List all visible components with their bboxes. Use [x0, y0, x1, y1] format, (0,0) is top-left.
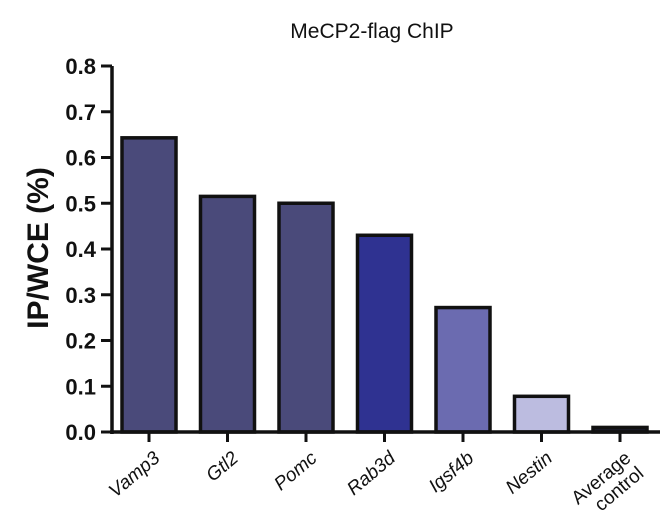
bar [512, 394, 571, 434]
y-tick-label: 0.6 [65, 146, 96, 171]
x-tick-label-line: Rab3d [343, 447, 400, 500]
y-tick-label: 0.4 [65, 237, 96, 262]
x-tick-label-line: Vamp3 [105, 447, 164, 502]
bar [355, 233, 414, 434]
y-tick-label: 0.8 [65, 54, 96, 79]
x-tick-label: Igsf4b [425, 448, 478, 497]
bar [277, 201, 335, 434]
x-tick-label: Vamp3 [105, 447, 164, 502]
chart-title: MeCP2-flag ChIP [290, 20, 453, 43]
bar [434, 305, 492, 434]
x-tick-label-line: Gtl2 [203, 447, 244, 486]
x-tick-label-line: Nestin [502, 448, 557, 499]
x-tick-label-line: Pomc [271, 447, 322, 495]
x-tick-label: Rab3d [343, 447, 400, 500]
x-tick-label-line: Igsf4b [425, 448, 478, 497]
x-axis-ticks: Vamp3 Gtl2 Pomc Rab3d Igsf4b Nestin Averagecon… [105, 432, 648, 525]
y-axis-ticks: 0.0 0.1 0.2 0.3 0.4 0.5 0.6 0.7 0.8 [65, 54, 112, 445]
y-tick-label: 0.1 [65, 374, 96, 399]
y-tick-label: 0.5 [65, 191, 96, 216]
x-tick-label: Gtl2 [203, 447, 244, 486]
bar [198, 194, 257, 434]
y-tick-label: 0.7 [65, 100, 96, 125]
x-tick-label: Nestin [502, 448, 557, 499]
y-tick-label: 0.2 [65, 329, 96, 354]
bar [120, 136, 178, 434]
x-tick-label: Averagecontrol [568, 448, 648, 525]
y-tick-label: 0.0 [65, 420, 96, 445]
y-tick-label: 0.3 [65, 283, 96, 308]
y-axis-label: IP/WCE (%) [22, 167, 55, 329]
bars [120, 136, 649, 434]
x-tick-label: Pomc [271, 447, 322, 495]
